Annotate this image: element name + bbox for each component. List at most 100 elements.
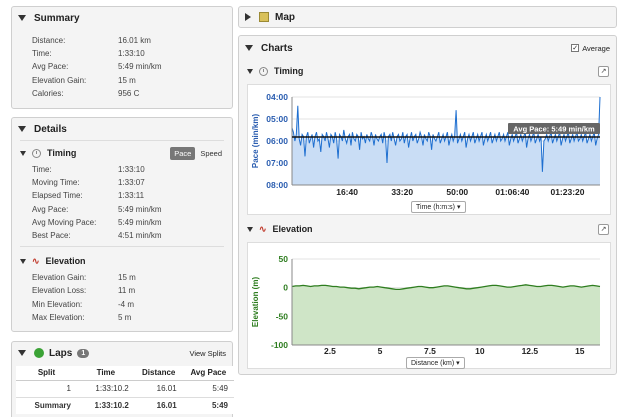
elevation-chart-svg: Elevation (m) 50 0 -50 -100 2.5 5 7.5 10 12.5 15 <box>251 254 601 356</box>
stat-row: Max Elevation: 5 m <box>12 311 232 324</box>
lap-time: 1:33:10.2 <box>95 384 129 393</box>
stat-label: Time: <box>32 165 52 175</box>
y-axis-label: Elevation (m) <box>251 277 260 328</box>
details-header[interactable]: Details <box>12 118 232 140</box>
column-header-avg-pace: Avg Pace <box>182 366 234 381</box>
stat-row: Elevation Gain: 15 m <box>12 271 232 284</box>
x-tick-label: 33:20 <box>391 187 413 197</box>
column-header-time: Time <box>76 366 135 381</box>
y-tick-label: 05:00 <box>266 114 288 124</box>
details-panel: Details Timing Pace Speed Time: 1:33:10 Mo… <box>11 117 233 332</box>
stat-row: Avg Pace: 5:49 min/km <box>12 203 232 216</box>
summary-header[interactable]: Summary <box>12 7 232 29</box>
timing-chart-title: Timing <box>274 66 304 76</box>
laps-panel: Laps 1 View Splits Split Time Distance A… <box>11 341 234 417</box>
stat-row: Time: 1:33:10 <box>12 47 232 60</box>
avg-pace-label-bg <box>508 123 600 135</box>
elevation-list: Elevation Gain: 15 m Elevation Loss: 11 m Mi… <box>12 271 232 324</box>
charts-title: Charts <box>261 42 293 54</box>
stat-label: Elevation Gain: <box>32 75 87 85</box>
timing-subheader[interactable]: Timing Pace Speed <box>12 143 232 163</box>
stat-row: Avg Pace: 5:49 min/km <box>12 60 232 73</box>
stat-value: 16.01 km <box>118 36 151 46</box>
stat-label: Moving Time: <box>32 178 80 188</box>
speed-toggle-button[interactable]: Speed <box>200 148 222 158</box>
collapse-arrow-icon[interactable] <box>20 150 26 156</box>
timing-chart-header[interactable]: Timing <box>239 61 311 81</box>
pace-area <box>292 97 600 185</box>
expand-icon[interactable]: ↗ <box>598 224 609 235</box>
charts-header[interactable]: Charts ✓ Average <box>239 36 616 60</box>
stat-label: Min Elevation: <box>32 299 83 309</box>
stat-value: 5:49 min/km <box>118 217 162 227</box>
elevation-chart: Elevation (m) 50 0 -50 -100 2.5 5 7.5 10 12.5 15 D… <box>247 242 611 369</box>
time-axis-select[interactable]: Time (h:m:s) ▾ <box>411 201 466 213</box>
collapse-arrow-icon[interactable] <box>18 126 26 132</box>
column-header-split: Split <box>16 366 77 381</box>
charts-panel: Charts ✓ Average Timing ↗ Pace (min/km) 0… <box>238 35 617 375</box>
x-tick-label: 16:40 <box>336 187 358 197</box>
distance-axis-select-label: Distance (km) <box>411 360 455 367</box>
laps-icon <box>34 348 44 358</box>
total-distance: 16.01 <box>134 396 183 414</box>
view-splits-link[interactable]: View Splits <box>189 348 226 358</box>
stat-value: 1:33:10 <box>118 165 145 175</box>
stat-row: Calories: 956 C <box>12 87 232 100</box>
stat-row: Elapsed Time: 1:33:11 <box>12 189 232 202</box>
elevation-icon: ∿ <box>32 255 40 266</box>
summary-panel: Summary Distance: 16.01 km Time: 1:33:10 Avg… <box>11 6 233 109</box>
y-tick-label: -100 <box>271 340 288 350</box>
collapse-arrow-icon[interactable] <box>247 68 253 74</box>
expand-icon[interactable]: ↗ <box>598 66 609 77</box>
elevation-chart-header[interactable]: ∿ Elevation <box>239 219 321 239</box>
stat-value: 5:49 min/km <box>118 204 162 214</box>
x-tick-label: 12.5 <box>522 346 539 356</box>
elevation-icon: ∿ <box>259 223 267 234</box>
total-avg-pace: 5:49 <box>182 396 234 414</box>
stat-value: 11 m <box>118 286 136 296</box>
stat-value: 5 m <box>118 312 132 322</box>
x-tick-label: 7.5 <box>424 346 436 356</box>
laps-table: Split Time Distance Avg Pace 1 1:33:10.2… <box>16 366 234 414</box>
divider <box>20 246 224 248</box>
details-title: Details <box>34 123 67 135</box>
map-header[interactable]: Map <box>239 7 616 27</box>
laps-title: Laps <box>49 347 73 359</box>
laps-count-badge: 1 <box>77 348 90 358</box>
stat-row: Moving Time: 1:33:07 <box>12 176 232 189</box>
average-checkbox[interactable]: ✓ <box>571 44 580 52</box>
laps-header[interactable]: Laps 1 View Splits <box>12 342 232 364</box>
elevation-series-line <box>291 284 601 291</box>
stat-label: Avg Moving Pace: <box>32 217 97 227</box>
total-time: 1:33:10.2 <box>76 396 135 414</box>
y-tick-label: 07:00 <box>266 158 288 168</box>
y-tick-label: 04:00 <box>266 92 288 102</box>
y-tick-label: -50 <box>276 311 289 321</box>
collapse-arrow-icon[interactable] <box>245 45 253 51</box>
stat-label: Avg Pace: <box>32 204 69 214</box>
timing-list: Time: 1:33:10 Moving Time: 1:33:07 Elapsed T… <box>12 163 232 242</box>
stat-value: 956 C <box>118 88 140 98</box>
collapse-arrow-icon[interactable] <box>20 258 26 264</box>
collapse-arrow-icon[interactable] <box>18 350 26 356</box>
timing-title: Timing <box>47 148 77 158</box>
x-tick-label: 50:00 <box>446 187 468 197</box>
stat-row: Time: 1:33:10 <box>12 163 232 176</box>
stat-label: Elevation Gain: <box>32 273 87 283</box>
elevation-subheader[interactable]: ∿ Elevation <box>12 251 232 271</box>
x-tick-label: 10 <box>475 346 485 356</box>
laps-header-row: Split Time Distance Avg Pace <box>16 366 234 381</box>
expand-arrow-icon[interactable] <box>245 13 251 21</box>
y-axis-label: Pace (min/km) <box>251 114 260 169</box>
table-row[interactable]: 1 1:33:10.2 16.01 5:49 <box>16 380 234 397</box>
stat-row: Best Pace: 4:51 min/km <box>12 229 232 242</box>
distance-axis-select[interactable]: Distance (km) ▾ <box>406 357 465 369</box>
collapse-arrow-icon[interactable] <box>18 15 26 21</box>
collapse-arrow-icon[interactable] <box>247 226 253 232</box>
avg-pace-label: Avg Pace: 5:49 min/km <box>513 125 595 134</box>
elevation-chart-title: Elevation <box>272 224 313 234</box>
stat-row: Distance: 16.01 km <box>12 34 232 47</box>
stat-label: Elevation Loss: <box>32 286 87 296</box>
pace-toggle-button[interactable]: Pace <box>170 146 196 160</box>
y-tick-label: 50 <box>279 254 289 264</box>
